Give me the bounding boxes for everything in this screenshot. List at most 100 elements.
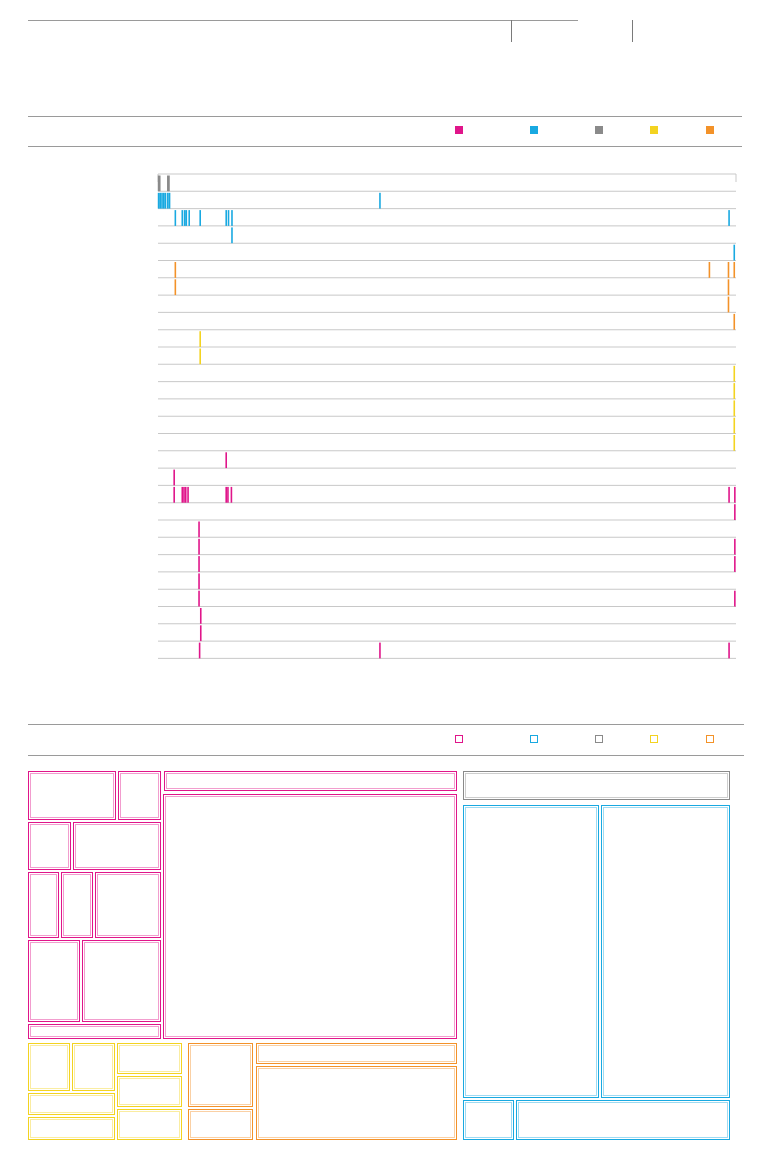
treemap-tile-y5	[117, 1043, 182, 1074]
treemap-tile-inner-m7	[97, 874, 159, 936]
strip-row-25	[158, 590, 736, 607]
treemap-tile-y1	[28, 1043, 70, 1091]
strip-row-3	[158, 210, 736, 227]
legend-item-yellow	[650, 126, 662, 134]
legend-swatch-orange	[706, 735, 714, 743]
treemap-tile-m1	[28, 771, 116, 820]
header-divider-2	[632, 20, 633, 42]
strip-row-14	[158, 400, 736, 417]
treemap-tile-y3	[28, 1093, 115, 1115]
treemap-tile-inner-o2	[190, 1111, 251, 1138]
treemap-tile-inner-m5	[30, 874, 57, 936]
legend-swatch-orange	[706, 126, 714, 134]
strip-row-24	[158, 573, 736, 590]
treemap-tile-o2	[188, 1109, 253, 1140]
legend-item-magenta	[455, 735, 467, 743]
treemap-tile-inner-m12	[165, 796, 455, 1037]
legend-item-cyan	[530, 735, 542, 743]
legend-item-yellow	[650, 735, 662, 743]
strip-row-21	[158, 521, 736, 538]
legend-item-gray	[595, 735, 607, 743]
treemap-tile-inner-m6	[63, 874, 91, 936]
legend-item-magenta	[455, 126, 467, 134]
treemap-group-magenta	[28, 771, 457, 1039]
treemap-tile-m5	[28, 872, 59, 938]
legend-swatch-magenta	[455, 735, 463, 743]
strip-row-22	[158, 538, 736, 556]
strip-row-17	[158, 452, 736, 469]
strip-section-top-rule	[28, 116, 742, 117]
treemap-tile-y7	[117, 1109, 182, 1140]
treemap-tile-m11	[164, 771, 457, 791]
treemap-tile-c1	[463, 805, 599, 1098]
treemap-tile-inner-m1	[30, 773, 114, 818]
treemap-tile-inner-m4	[75, 824, 159, 868]
treemap-tile-inner-c1	[465, 807, 597, 1096]
strip-chart	[157, 173, 737, 659]
treemap-tile-c4	[516, 1100, 730, 1140]
treemap-tile-inner-m8	[30, 942, 78, 1020]
treemap-tile-o3	[256, 1043, 457, 1064]
strip-row-7	[158, 279, 736, 296]
treemap-tile-y6	[117, 1076, 182, 1107]
strip-row-5	[158, 244, 736, 261]
treemap-section-top-rule	[28, 724, 744, 725]
treemap-tile-m9	[82, 940, 161, 1022]
legend-item-orange	[706, 126, 718, 134]
treemap-tile-c2	[601, 805, 730, 1098]
treemap-tile-inner-y2	[74, 1045, 113, 1089]
treemap-tile-y2	[72, 1043, 115, 1091]
treemap-tile-inner-y1	[30, 1045, 68, 1089]
treemap-tile-m8	[28, 940, 80, 1022]
strip-row-16	[158, 435, 736, 452]
legend-item-cyan	[530, 126, 542, 134]
treemap-tile-inner-o3	[258, 1045, 455, 1062]
strip-row-18	[158, 469, 736, 486]
header-rule	[28, 20, 578, 21]
treemap-section-bottom-rule	[28, 755, 744, 756]
strip-row-12	[158, 365, 736, 383]
treemap-tile-inner-c2	[603, 807, 728, 1096]
legend-swatch-yellow	[650, 126, 658, 134]
treemap-group-yellow	[28, 1043, 182, 1140]
strip-row-1	[157, 175, 736, 192]
treemap-tile-inner-y4	[30, 1119, 113, 1138]
treemap-tile-o4	[256, 1066, 457, 1140]
treemap-group-cyan	[463, 805, 730, 1140]
treemap-tile-m7	[95, 872, 161, 938]
legend-swatch-gray	[595, 735, 603, 743]
strip-row-23	[158, 556, 736, 573]
treemap-tile-inner-m3	[30, 824, 69, 868]
legend-item-gray	[595, 126, 607, 134]
strip-row-8	[158, 296, 736, 313]
strip-row-27	[158, 625, 736, 642]
treemap-tile-inner-c4	[518, 1102, 728, 1138]
strip-row-6	[158, 262, 736, 279]
strip-section-bottom-rule	[28, 146, 742, 147]
treemap-tile-inner-o4	[258, 1068, 455, 1138]
treemap-tile-inner-y6	[119, 1078, 180, 1105]
strip-row-2	[157, 192, 736, 210]
treemap-tile-inner-y3	[30, 1095, 113, 1113]
treemap-group-gray	[463, 771, 730, 800]
strip-row-10	[158, 331, 736, 348]
legend-swatch-gray	[595, 126, 603, 134]
strip-row-15	[158, 417, 736, 434]
strip-row-19	[158, 486, 736, 504]
legend-swatch-cyan	[530, 126, 538, 134]
strip-row-4	[158, 227, 736, 244]
treemap-tile-inner-y7	[119, 1111, 180, 1138]
treemap-tile-m4	[73, 822, 161, 870]
treemap-tile-m6	[61, 872, 93, 938]
treemap-tile-m12	[163, 794, 457, 1039]
treemap-tile-inner-m11	[166, 773, 455, 789]
treemap-tile-inner-m9	[84, 942, 159, 1020]
legend-swatch-cyan	[530, 735, 538, 743]
legend-item-orange	[706, 735, 718, 743]
treemap-tile-c3	[463, 1100, 514, 1140]
strip-row-13	[158, 383, 736, 400]
treemap-tile-inner-o1	[190, 1045, 251, 1105]
treemap-tile-inner-y5	[119, 1045, 180, 1072]
strip-row-9	[158, 313, 736, 331]
